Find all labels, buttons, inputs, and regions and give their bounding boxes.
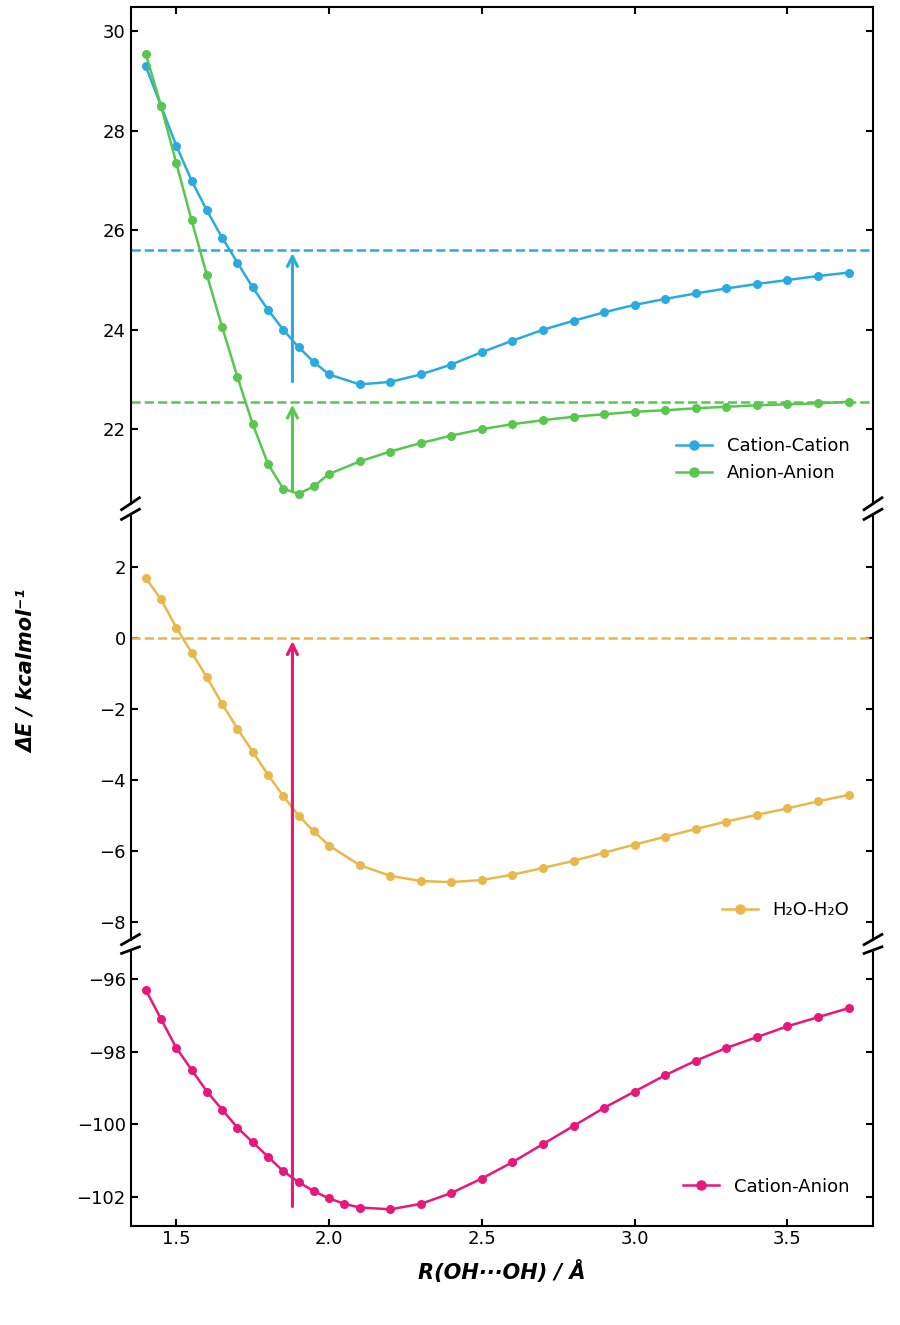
- Legend: Cation-Anion: Cation-Anion: [676, 1170, 857, 1203]
- Legend: Cation-Cation, Anion-Anion: Cation-Cation, Anion-Anion: [669, 431, 857, 490]
- Legend: H₂O-H₂O: H₂O-H₂O: [715, 894, 857, 926]
- X-axis label: R(OH···OH) / Å: R(OH···OH) / Å: [418, 1260, 586, 1283]
- Text: ΔE / kcalmol⁻¹: ΔE / kcalmol⁻¹: [17, 590, 37, 753]
